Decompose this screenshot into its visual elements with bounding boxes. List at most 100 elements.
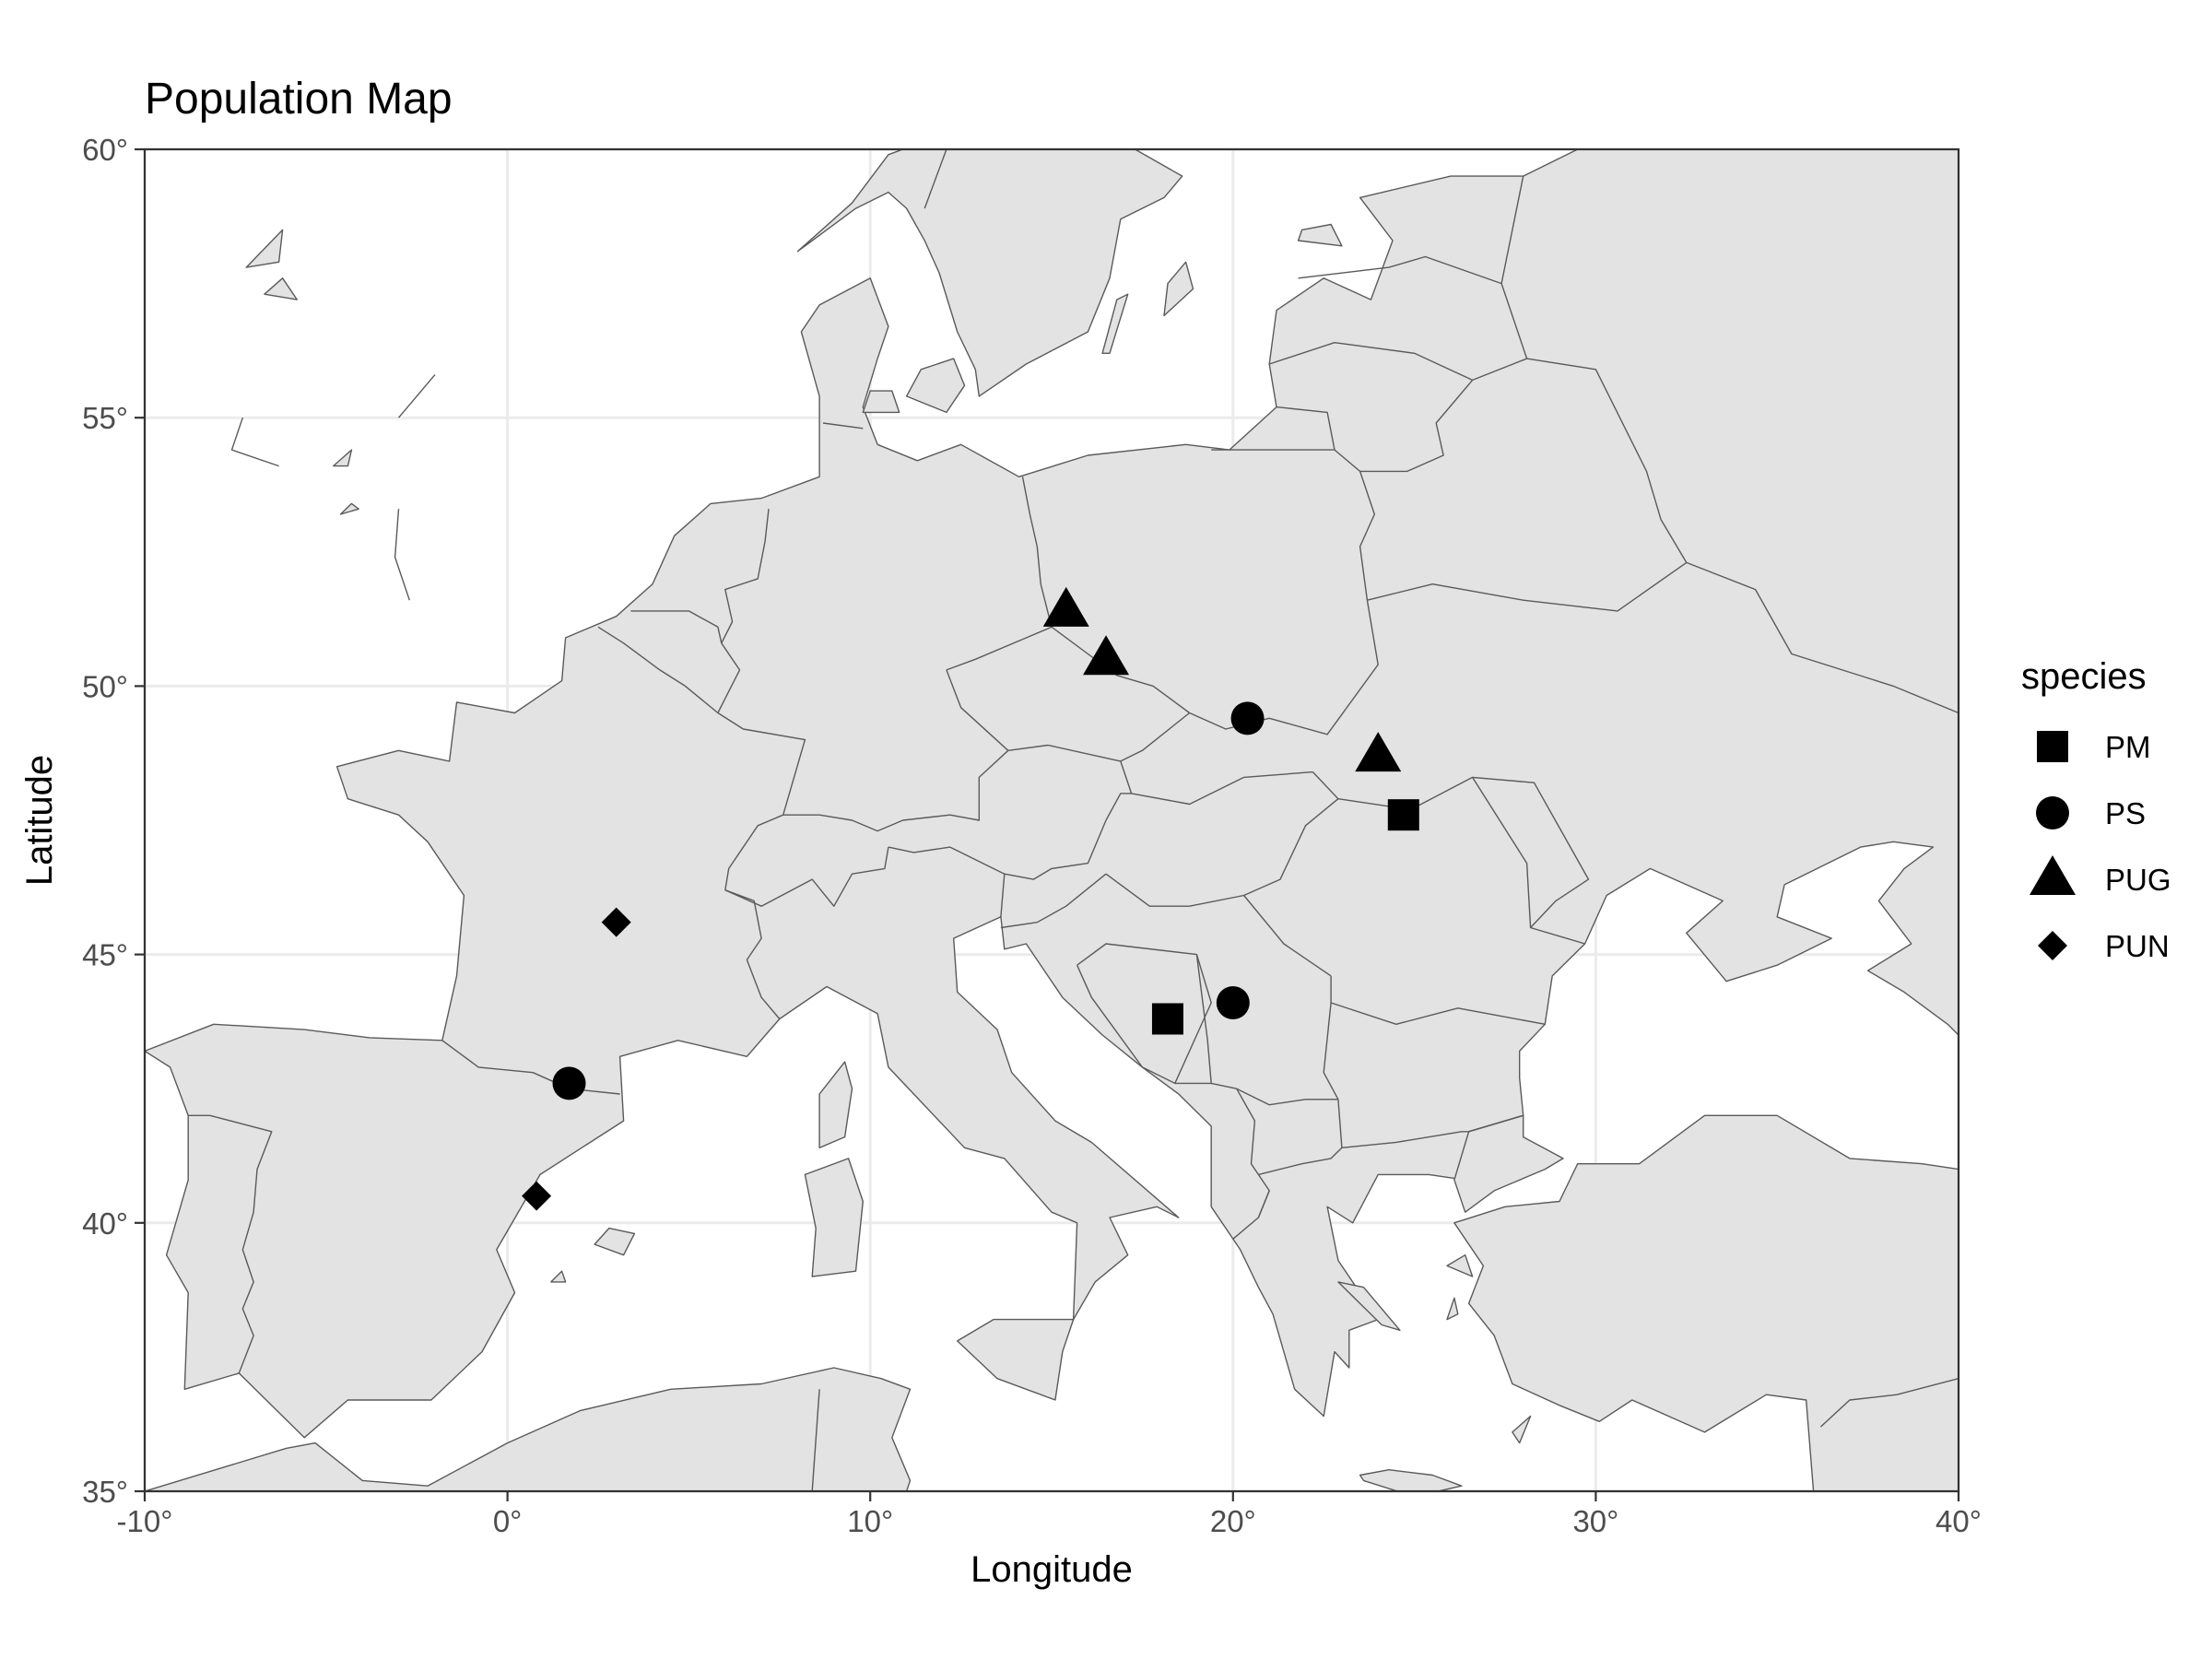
legend-key-pug: [2030, 855, 2076, 895]
border-be-de: [717, 642, 741, 713]
border-by-ru: [1526, 358, 1688, 563]
species-points: [522, 586, 1419, 1211]
land-oland: [1101, 293, 1129, 354]
land-gotland: [1163, 261, 1194, 317]
x-tick-label: 30°: [1572, 1504, 1618, 1538]
land-zealand: [905, 358, 966, 414]
land-crete: [1359, 1469, 1463, 1491]
border-ch-it: [724, 846, 889, 907]
legend-key-pm: [2037, 731, 2068, 762]
land-lewis: [245, 229, 284, 268]
border-it-si: [1000, 874, 1006, 917]
border-fr-be: [597, 626, 719, 714]
border-fr-es: [441, 1040, 620, 1095]
basemap: [145, 149, 1959, 1491]
border-it-fr-tunisia: [811, 1389, 820, 1491]
border-pl-by: [1359, 471, 1375, 601]
border-cz-de-south: [946, 669, 1121, 762]
border-sk-hu: [1120, 760, 1313, 806]
y-tick-label: 60°: [82, 133, 128, 167]
border-scotland-england: [397, 374, 436, 418]
legend-key-ps: [2036, 796, 2069, 830]
land-anglesey: [339, 502, 359, 515]
border-hu-ua-ro: [1243, 771, 1339, 897]
land-sardinia: [804, 1158, 864, 1277]
y-tick-label: 40°: [82, 1206, 128, 1241]
border-hr-hu: [1105, 873, 1190, 907]
x-axis-title: Longitude: [971, 1549, 1133, 1590]
x-axis: -10° 0° 10° 20° 30° 40°: [117, 1491, 1982, 1538]
panel-border: [143, 147, 1960, 1493]
border-fr-de: [717, 712, 806, 816]
point-pm-1: [1151, 1003, 1183, 1035]
border-lv-lt: [1268, 342, 1473, 382]
border-lt-by: [1359, 379, 1474, 473]
legend: species PM PS PUG PUN: [2021, 656, 2171, 963]
land-mallorca: [594, 1227, 636, 1256]
border-cz-sk: [1120, 712, 1191, 762]
border-ro-bg: [1330, 975, 1546, 1025]
border-al-gr: [1232, 1190, 1270, 1240]
land-rhodes: [1512, 1415, 1532, 1444]
land-funen: [862, 390, 900, 414]
y-tick-label: 50°: [82, 669, 128, 703]
land-chios: [1446, 1297, 1459, 1321]
land-anatolia: [1453, 1114, 1959, 1491]
legend-label-pug: PUG: [2105, 863, 2171, 897]
border-mk-gr: [1258, 1147, 1343, 1176]
border-rs-bg: [1323, 1002, 1339, 1100]
land-lesbos: [1446, 1254, 1474, 1277]
point-ps-3: [1230, 701, 1265, 735]
legend-title: species: [2021, 656, 2147, 697]
border-at-hu-si: [1105, 793, 1132, 821]
border-lt-ru: [1276, 406, 1335, 451]
border-de-cz: [946, 626, 1191, 714]
land-mainland: [145, 149, 1959, 1439]
y-axis-title: Latitude: [19, 755, 60, 886]
border-md-ua: [1472, 776, 1590, 928]
point-pug-2: [1083, 635, 1130, 676]
border-si-hr: [1000, 873, 1107, 929]
y-tick-label: 55°: [82, 401, 128, 435]
y-tick-label: 35°: [82, 1475, 128, 1509]
border-baltic-east: [1472, 175, 1528, 382]
land-euboea: [1337, 1281, 1401, 1331]
land-scandinavia: [796, 149, 1183, 397]
land-sicily: [957, 1318, 1075, 1401]
legend-label-pm: PM: [2105, 730, 2151, 764]
point-pug-1: [1042, 586, 1089, 627]
border-at-it-si: [888, 819, 1107, 880]
land-saaremaa: [1297, 223, 1343, 247]
border-de-pl: [1021, 477, 1053, 628]
x-tick-label: 0°: [493, 1504, 523, 1538]
border-ua-ru: [1686, 561, 1959, 714]
land-corsica: [818, 1061, 853, 1148]
x-tick-label: 40°: [1936, 1504, 1982, 1538]
border-by-ua: [1367, 561, 1688, 612]
border-nl-de: [721, 509, 770, 644]
border-fr-it: [724, 889, 781, 1019]
border-ba-rs-me: [1174, 954, 1212, 1085]
land-ibiza: [550, 1270, 567, 1283]
border-hr-ba: [1076, 943, 1212, 1085]
border-hu-rs: [1189, 894, 1244, 907]
point-ps-2: [1216, 986, 1250, 1020]
border-de-dk: [822, 422, 864, 429]
border-syria-tr: [1819, 1378, 1959, 1428]
x-tick-label: 20°: [1210, 1504, 1256, 1538]
border-ni-roi: [230, 417, 279, 467]
plot-title: Population Map: [145, 75, 453, 124]
border-de-ch-at: [782, 749, 1009, 832]
border-rs-ro: [1243, 895, 1332, 977]
x-tick-label: -10°: [117, 1504, 173, 1538]
land-isle-of-man: [333, 449, 353, 467]
y-axis: 35° 40° 45° 50° 55° 60°: [82, 133, 145, 1509]
land-skye: [264, 277, 298, 300]
x-tick-label: 10°: [847, 1504, 893, 1538]
border-es-pt: [188, 1114, 273, 1374]
border-wales-england: [394, 509, 410, 601]
border-fr-ch: [724, 814, 783, 890]
point-pm-2: [1387, 799, 1419, 831]
border-rs-mk-xk: [1236, 1088, 1338, 1106]
